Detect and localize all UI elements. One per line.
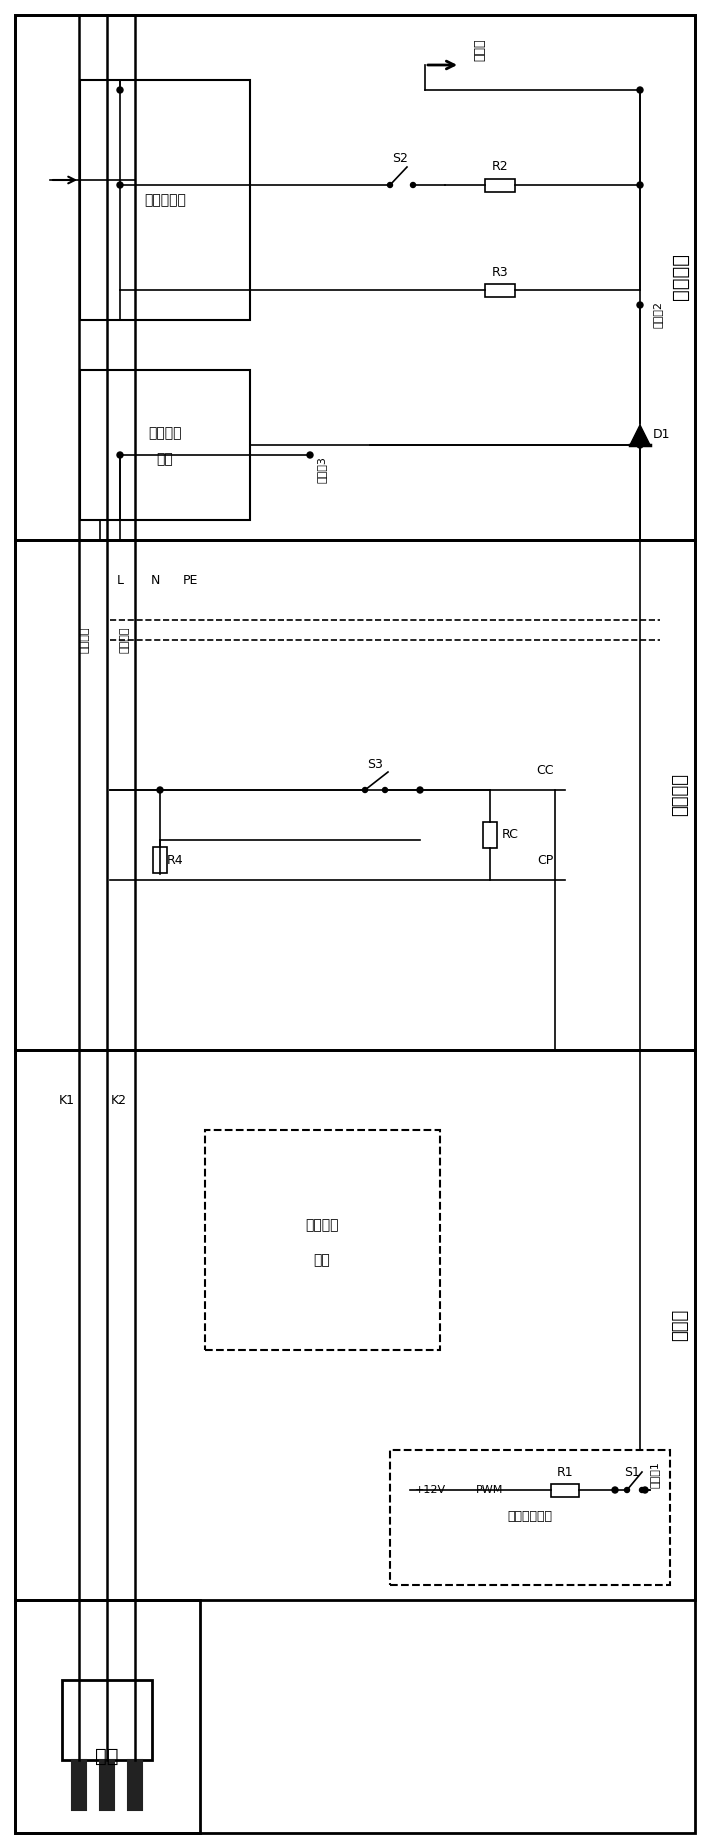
Text: R2: R2 (492, 161, 508, 174)
Text: S3: S3 (367, 758, 383, 771)
Circle shape (363, 787, 368, 793)
Text: 车辆插头: 车辆插头 (80, 626, 90, 652)
Text: S1: S1 (624, 1465, 640, 1478)
Circle shape (637, 442, 643, 447)
Text: 供电控制装置: 供电控制装置 (508, 1510, 552, 1523)
Text: K1: K1 (59, 1094, 75, 1107)
Circle shape (637, 181, 643, 188)
Text: 车身地: 车身地 (474, 39, 486, 61)
Text: 车辆控制: 车辆控制 (148, 427, 182, 440)
Text: 车载充电机: 车载充电机 (144, 192, 186, 207)
Text: R4: R4 (167, 854, 183, 867)
Text: CC: CC (536, 763, 554, 776)
Circle shape (417, 787, 423, 793)
Text: N: N (151, 573, 160, 586)
Bar (485, 179, 515, 192)
Text: 插头: 插头 (95, 1746, 119, 1765)
Text: RC: RC (501, 828, 518, 841)
Bar (15, 1050, 695, 1600)
Circle shape (383, 787, 388, 793)
Circle shape (307, 453, 313, 458)
Text: K2: K2 (111, 1094, 127, 1107)
Bar (153, 846, 167, 872)
Text: +12V: +12V (415, 1486, 446, 1495)
Bar (205, 1129, 440, 1351)
Text: 车辆接口: 车辆接口 (671, 774, 689, 817)
Bar (483, 822, 497, 848)
Circle shape (642, 1488, 648, 1493)
Polygon shape (630, 425, 650, 445)
Circle shape (117, 181, 123, 188)
Text: L: L (116, 573, 124, 586)
Circle shape (625, 1488, 630, 1493)
Bar (128, 1759, 142, 1809)
Text: 装置: 装置 (314, 1253, 330, 1268)
Bar (80, 370, 250, 519)
Text: 检测点3: 检测点3 (317, 456, 327, 484)
Text: 检测点2: 检测点2 (653, 301, 663, 329)
Bar (15, 540, 695, 1050)
Text: 检测点1: 检测点1 (650, 1462, 660, 1488)
Text: 功能盒: 功能盒 (671, 1308, 689, 1342)
Circle shape (612, 1488, 618, 1493)
Circle shape (410, 183, 415, 187)
Text: 电动汽车: 电动汽车 (670, 253, 689, 301)
Text: PE: PE (182, 573, 197, 586)
Circle shape (637, 87, 643, 92)
Text: 车辆插座: 车辆插座 (120, 626, 130, 652)
Text: 装置: 装置 (157, 453, 173, 466)
Text: PWM: PWM (476, 1486, 503, 1495)
Bar (72, 1759, 86, 1809)
Bar (390, 1451, 670, 1586)
Bar (15, 1600, 200, 1833)
Bar (100, 1759, 114, 1809)
Bar (62, 1680, 152, 1759)
Circle shape (117, 453, 123, 458)
Circle shape (640, 1488, 645, 1493)
Circle shape (388, 183, 393, 187)
Bar (485, 283, 515, 296)
Text: D1: D1 (653, 429, 671, 442)
Bar (80, 79, 250, 320)
Text: R1: R1 (557, 1465, 573, 1478)
Text: R3: R3 (492, 266, 508, 279)
Circle shape (157, 787, 163, 793)
Circle shape (637, 301, 643, 309)
Text: 电源保护: 电源保护 (305, 1218, 339, 1233)
Bar (15, 15, 695, 540)
Text: S2: S2 (392, 153, 408, 166)
Text: CP: CP (537, 854, 553, 867)
Bar (551, 1484, 579, 1497)
Circle shape (117, 87, 123, 92)
